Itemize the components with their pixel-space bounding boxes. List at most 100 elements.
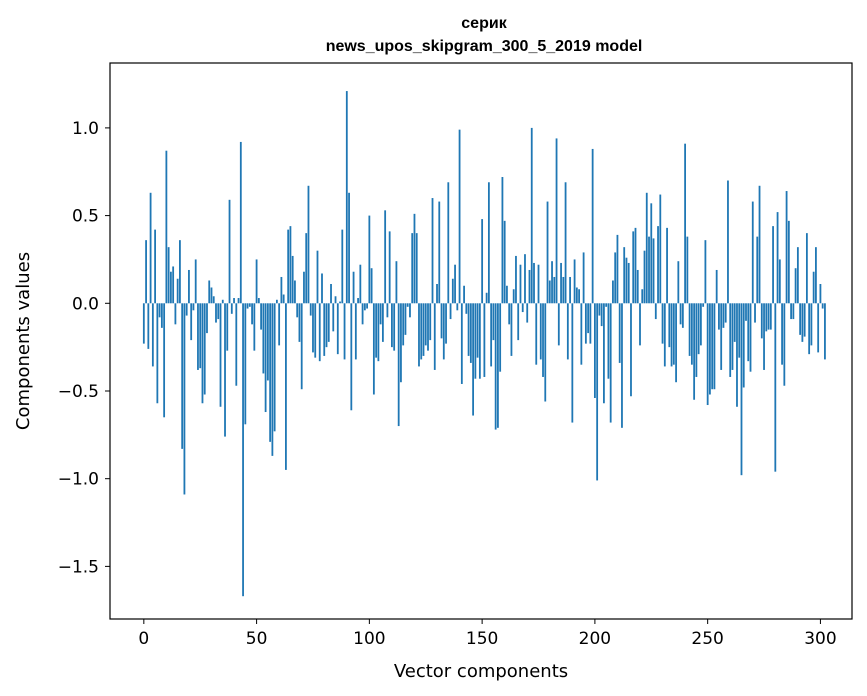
- bar: [332, 303, 335, 332]
- bar: [508, 303, 511, 325]
- bar: [533, 262, 535, 304]
- bar: [323, 303, 326, 356]
- bar: [803, 303, 806, 337]
- bar: [745, 303, 747, 321]
- bar: [264, 303, 267, 413]
- bar: [749, 303, 752, 372]
- bar: [314, 303, 317, 358]
- bar: [169, 271, 172, 304]
- bar: [176, 278, 179, 304]
- bar: [312, 303, 314, 353]
- bar: [772, 226, 774, 304]
- x-tick-label: 200: [579, 629, 611, 649]
- bar: [584, 303, 587, 344]
- bar: [472, 303, 474, 416]
- bar: [442, 303, 445, 360]
- bar: [194, 259, 197, 304]
- bar: [785, 191, 788, 304]
- bar: [729, 303, 732, 377]
- bar: [151, 303, 154, 367]
- bar: [388, 231, 391, 304]
- bar: [440, 303, 443, 339]
- bar: [185, 303, 188, 316]
- bar: [438, 201, 441, 304]
- y-axis-ticks: 1.0 0.5 0.0 −0.5 −1.0 −1.5: [58, 119, 110, 577]
- bar: [436, 284, 438, 304]
- bar: [812, 271, 815, 304]
- x-tick-label: 50: [246, 629, 268, 649]
- bar: [636, 269, 639, 304]
- bar: [483, 303, 486, 377]
- bar: [589, 303, 592, 344]
- bar: [325, 303, 328, 348]
- bar: [336, 303, 339, 355]
- bar: [393, 303, 396, 351]
- y-tick-label: −1.0: [58, 470, 99, 490]
- bar: [160, 303, 163, 328]
- bar: [296, 303, 299, 318]
- bar: [704, 240, 707, 304]
- bar: [226, 303, 229, 351]
- bar: [400, 303, 402, 383]
- bar: [596, 303, 599, 481]
- y-tick-label: −0.5: [58, 382, 99, 402]
- bar: [409, 303, 411, 318]
- bar: [555, 138, 558, 304]
- bar: [212, 296, 215, 304]
- bar: [282, 294, 285, 304]
- bar: [614, 252, 617, 304]
- bar: [199, 303, 202, 369]
- bar: [147, 303, 150, 349]
- bar: [230, 303, 233, 314]
- bar: [497, 303, 499, 428]
- bar: [309, 303, 312, 316]
- bar: [447, 182, 450, 304]
- bar: [571, 303, 574, 423]
- bar: [411, 233, 414, 304]
- bar: [163, 303, 166, 418]
- bar: [794, 268, 797, 304]
- bar: [384, 210, 387, 304]
- bar: [819, 284, 822, 304]
- bar: [404, 303, 407, 335]
- bar: [695, 303, 698, 377]
- chart-title-line-2: news_upos_skipgram_300_5_2019 model: [326, 38, 643, 55]
- bar: [201, 303, 204, 404]
- bar: [420, 303, 423, 360]
- bar: [463, 285, 465, 304]
- bar: [736, 303, 738, 407]
- bar: [359, 264, 362, 304]
- bar: [569, 276, 571, 304]
- bars-group: [142, 91, 826, 597]
- bar: [203, 303, 206, 395]
- bar: [738, 303, 741, 358]
- bar: [334, 296, 337, 304]
- bar: [391, 303, 393, 348]
- bar: [630, 303, 632, 397]
- bar: [792, 303, 795, 320]
- y-tick-label: 0.5: [72, 207, 99, 227]
- bar: [706, 303, 709, 406]
- bar: [796, 247, 799, 304]
- bar: [503, 220, 506, 304]
- bar: [639, 303, 641, 346]
- bar: [379, 303, 382, 325]
- bar: [627, 262, 630, 304]
- bar: [616, 234, 619, 304]
- bar: [490, 303, 493, 367]
- bar: [465, 303, 468, 314]
- bar: [765, 303, 768, 332]
- bar: [582, 252, 585, 304]
- bar: [501, 177, 504, 304]
- bar: [181, 303, 184, 449]
- bar: [587, 303, 590, 334]
- bar: [145, 240, 147, 304]
- bar: [824, 303, 826, 360]
- bar: [260, 303, 262, 330]
- bar: [776, 212, 779, 304]
- x-tick-label: 250: [691, 629, 723, 649]
- x-tick-label: 100: [353, 629, 385, 649]
- bar: [458, 129, 461, 304]
- bar: [246, 303, 249, 309]
- bar: [593, 303, 596, 398]
